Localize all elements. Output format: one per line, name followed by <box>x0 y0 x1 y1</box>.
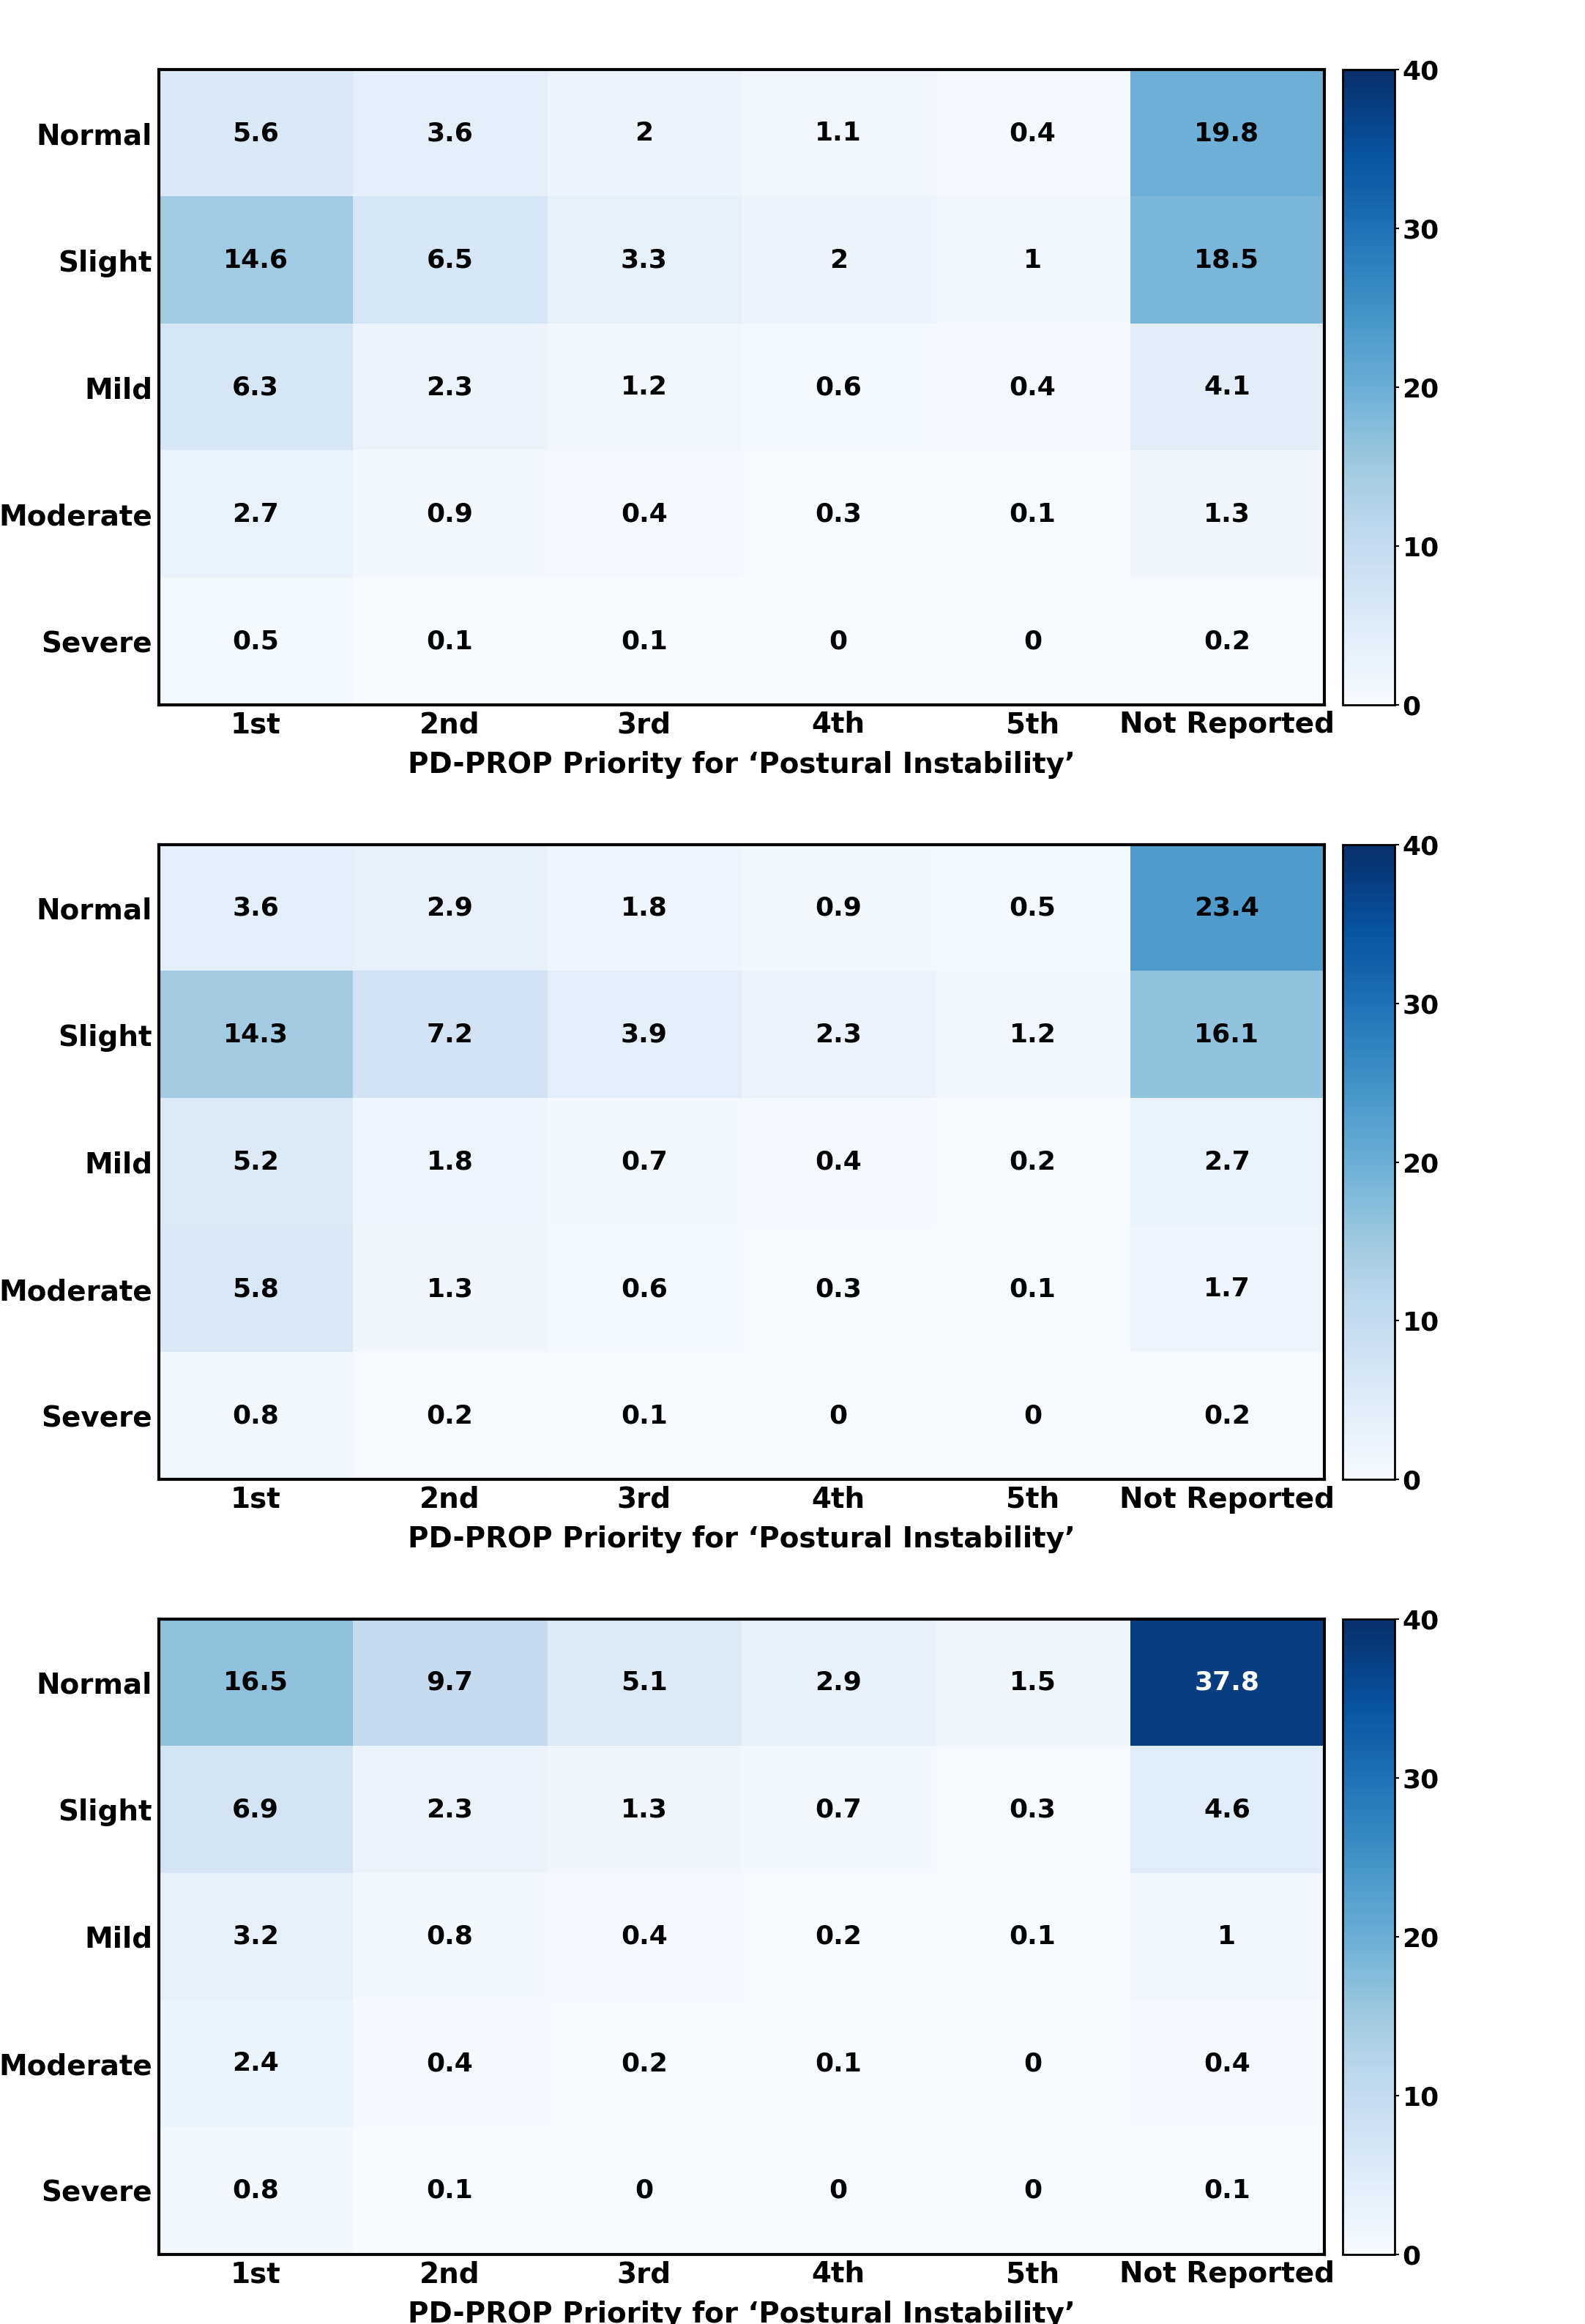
Text: 1.8: 1.8 <box>621 895 667 920</box>
Text: 0.8: 0.8 <box>233 1404 279 1429</box>
Text: 14.3: 14.3 <box>223 1023 288 1048</box>
Text: 0.1: 0.1 <box>621 1404 667 1429</box>
Text: 19.8: 19.8 <box>1195 121 1260 146</box>
X-axis label: PD-PROP Priority for ‘Postural Instability’: PD-PROP Priority for ‘Postural Instabili… <box>407 751 1075 779</box>
Text: 0: 0 <box>1024 2052 1041 2075</box>
Text: 1.3: 1.3 <box>1203 502 1251 528</box>
Text: 5.2: 5.2 <box>233 1150 279 1174</box>
Text: 2.9: 2.9 <box>426 895 474 920</box>
Text: 0.1: 0.1 <box>1010 1276 1056 1301</box>
Text: 6.9: 6.9 <box>233 1796 279 1822</box>
Text: 0.2: 0.2 <box>426 1404 474 1429</box>
Text: 0.4: 0.4 <box>621 1924 667 1950</box>
Text: 16.1: 16.1 <box>1195 1023 1260 1048</box>
Text: 0.1: 0.1 <box>815 2052 862 2075</box>
Text: 2: 2 <box>829 249 848 272</box>
Text: 2.3: 2.3 <box>426 1796 474 1822</box>
Text: 0.2: 0.2 <box>621 2052 667 2075</box>
Text: 1.3: 1.3 <box>426 1276 474 1301</box>
Text: 0.2: 0.2 <box>1203 1404 1251 1429</box>
Text: 3.2: 3.2 <box>233 1924 279 1950</box>
Text: 6.5: 6.5 <box>426 249 474 272</box>
Text: 5.8: 5.8 <box>233 1276 279 1301</box>
Text: 0.7: 0.7 <box>815 1796 862 1822</box>
Text: 5.1: 5.1 <box>621 1671 667 1694</box>
Text: 0.4: 0.4 <box>815 1150 862 1174</box>
Text: 0.4: 0.4 <box>621 502 667 528</box>
Text: 1: 1 <box>1217 1924 1236 1950</box>
Text: 1.8: 1.8 <box>426 1150 474 1174</box>
Text: 0.1: 0.1 <box>426 2178 474 2203</box>
Text: 0: 0 <box>1024 1404 1041 1429</box>
Text: 1.7: 1.7 <box>1203 1276 1251 1301</box>
X-axis label: PD-PROP Priority for ‘Postural Instability’: PD-PROP Priority for ‘Postural Instabili… <box>407 1525 1075 1552</box>
Text: 0.3: 0.3 <box>815 1276 862 1301</box>
Text: 0.7: 0.7 <box>621 1150 667 1174</box>
Text: 2.4: 2.4 <box>233 2052 279 2075</box>
Text: 16.5: 16.5 <box>223 1671 288 1694</box>
Text: 4.1: 4.1 <box>1203 374 1251 400</box>
Text: 0.4: 0.4 <box>1203 2052 1251 2075</box>
Text: 1: 1 <box>1024 249 1041 272</box>
Text: 1.3: 1.3 <box>621 1796 667 1822</box>
Text: 1.2: 1.2 <box>1010 1023 1056 1048</box>
Text: 23.4: 23.4 <box>1195 895 1260 920</box>
Text: 14.6: 14.6 <box>223 249 288 272</box>
Text: 0.2: 0.2 <box>1010 1150 1056 1174</box>
Text: 2.3: 2.3 <box>426 374 474 400</box>
Text: 2.7: 2.7 <box>1203 1150 1251 1174</box>
Text: 0.1: 0.1 <box>426 630 474 653</box>
Text: 18.5: 18.5 <box>1195 249 1260 272</box>
Text: 3.9: 3.9 <box>621 1023 667 1048</box>
Text: 3.3: 3.3 <box>621 249 667 272</box>
Text: 0.4: 0.4 <box>426 2052 474 2075</box>
Text: 0.1: 0.1 <box>621 630 667 653</box>
Text: 0.3: 0.3 <box>815 502 862 528</box>
Text: 0: 0 <box>829 630 848 653</box>
Text: 0.3: 0.3 <box>1010 1796 1056 1822</box>
Text: 0.4: 0.4 <box>1010 121 1056 146</box>
Text: 2: 2 <box>636 121 653 146</box>
Text: 0.2: 0.2 <box>815 1924 862 1950</box>
Text: 1.1: 1.1 <box>815 121 862 146</box>
Text: 0.5: 0.5 <box>1010 895 1056 920</box>
Text: 37.8: 37.8 <box>1195 1671 1260 1694</box>
Text: 0.1: 0.1 <box>1010 502 1056 528</box>
Text: 0.4: 0.4 <box>1010 374 1056 400</box>
Text: 0.9: 0.9 <box>426 502 474 528</box>
Text: 2.7: 2.7 <box>233 502 279 528</box>
Text: 0.1: 0.1 <box>1203 2178 1251 2203</box>
Text: 0: 0 <box>829 2178 848 2203</box>
Text: 5.6: 5.6 <box>233 121 279 146</box>
Text: 0.8: 0.8 <box>426 1924 474 1950</box>
Text: 2.3: 2.3 <box>815 1023 862 1048</box>
Text: 2.9: 2.9 <box>815 1671 862 1694</box>
Text: 0: 0 <box>1024 2178 1041 2203</box>
Text: 0.1: 0.1 <box>1010 1924 1056 1950</box>
X-axis label: PD-PROP Priority for ‘Postural Instability’: PD-PROP Priority for ‘Postural Instabili… <box>407 2301 1075 2324</box>
Text: 1.2: 1.2 <box>621 374 667 400</box>
Text: 0.2: 0.2 <box>1203 630 1251 653</box>
Text: 0.8: 0.8 <box>233 2178 279 2203</box>
Text: 7.2: 7.2 <box>426 1023 474 1048</box>
Text: 0.9: 0.9 <box>815 895 862 920</box>
Text: 0.5: 0.5 <box>233 630 279 653</box>
Text: 0: 0 <box>636 2178 653 2203</box>
Text: 9.7: 9.7 <box>426 1671 474 1694</box>
Text: 3.6: 3.6 <box>426 121 474 146</box>
Text: 6.3: 6.3 <box>233 374 279 400</box>
Text: 3.6: 3.6 <box>233 895 279 920</box>
Text: 0.6: 0.6 <box>815 374 862 400</box>
Text: 0: 0 <box>829 1404 848 1429</box>
Text: 4.6: 4.6 <box>1203 1796 1251 1822</box>
Text: 1.5: 1.5 <box>1010 1671 1056 1694</box>
Text: 0.6: 0.6 <box>621 1276 667 1301</box>
Text: 0: 0 <box>1024 630 1041 653</box>
